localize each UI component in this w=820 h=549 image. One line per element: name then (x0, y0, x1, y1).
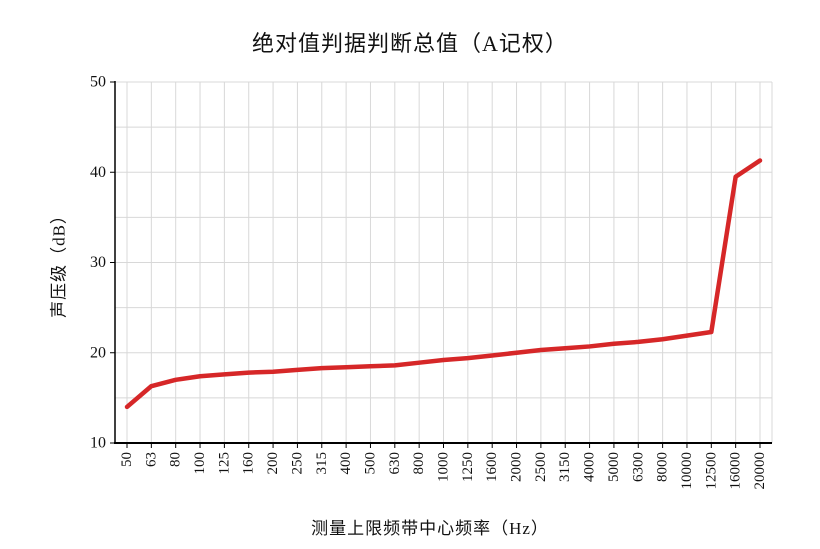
x-tick-label: 5000 (606, 452, 622, 482)
x-tick-label: 1600 (484, 452, 500, 482)
x-tick-label: 1250 (460, 452, 476, 482)
y-tick-label: 30 (90, 254, 106, 271)
x-tick-label: 2000 (509, 452, 525, 482)
x-tick-label: 400 (338, 452, 354, 475)
x-tick-label: 10000 (679, 452, 695, 490)
y-tick-label: 50 (90, 74, 106, 91)
x-tick-label: 630 (387, 452, 403, 475)
x-tick-label: 500 (362, 452, 378, 475)
y-tick-label: 20 (90, 344, 106, 361)
x-tick-label: 315 (314, 452, 330, 475)
x-tick-label: 125 (216, 452, 232, 475)
y-tick-label: 40 (90, 164, 106, 181)
x-tick-label: 50 (119, 452, 135, 467)
data-line (124, 158, 763, 410)
x-tick-label: 250 (289, 452, 305, 475)
x-tick-label: 1000 (436, 452, 452, 482)
x-tick-label: 63 (143, 452, 159, 467)
x-tick-label: 80 (168, 452, 184, 467)
x-tick-label: 100 (192, 452, 208, 475)
y-axis-title: 声压级（dB） (49, 206, 69, 318)
x-tick-label: 4000 (582, 452, 598, 482)
x-tick-label: 160 (241, 452, 257, 475)
x-axis-title: 测量上限频带中心频率（Hz） (311, 519, 549, 538)
x-tick-label: 16000 (728, 452, 744, 490)
x-tick-label: 200 (265, 452, 281, 475)
x-tick-label: 12500 (703, 452, 719, 490)
x-tick-label: 800 (411, 452, 427, 475)
chart-title: 绝对值判据判断总值（A记权） (252, 31, 568, 56)
x-tick-label: 8000 (655, 452, 671, 482)
x-tick-label: 20000 (752, 452, 768, 490)
x-tick-label: 3150 (557, 452, 573, 482)
y-tick-label: 10 (90, 435, 106, 452)
x-tick-label: 6300 (630, 452, 646, 482)
x-tick-label: 2500 (533, 452, 549, 482)
